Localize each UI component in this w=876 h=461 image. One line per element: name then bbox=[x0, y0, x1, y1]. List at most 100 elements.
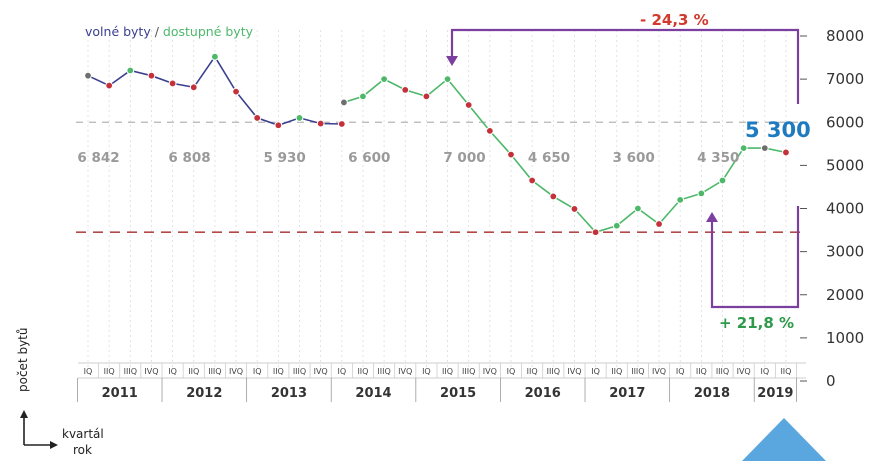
year-label: 2013 bbox=[271, 386, 307, 401]
data-point bbox=[359, 92, 367, 101]
quarter-label: IVQ bbox=[398, 367, 412, 376]
quarter-label: IVQ bbox=[229, 367, 243, 376]
data-point bbox=[464, 101, 473, 109]
data-point bbox=[739, 144, 748, 153]
quarter-label: IIIQ bbox=[547, 367, 560, 376]
quarter-label: IVQ bbox=[652, 367, 666, 376]
quarter-label: IIIQ bbox=[462, 367, 475, 376]
decorative-triangle bbox=[742, 418, 826, 461]
quarter-label: IVQ bbox=[314, 367, 328, 376]
value-label: 3 600 bbox=[613, 150, 655, 166]
quarter-label: IIQ bbox=[357, 367, 368, 376]
quarter-label: IIQ bbox=[188, 367, 199, 376]
x-axis-label-rok: rok bbox=[73, 443, 92, 457]
quarter-label: IIIQ bbox=[377, 367, 390, 376]
legend-separator: / bbox=[151, 24, 163, 39]
markers-layer bbox=[84, 52, 790, 237]
quarter-label: IIQ bbox=[273, 367, 284, 376]
x-axis-label-kvartal: kvartál bbox=[62, 427, 104, 441]
data-point bbox=[549, 192, 558, 201]
value-label: 6 600 bbox=[348, 150, 390, 166]
data-point bbox=[718, 176, 727, 185]
quarter-label: IIIQ bbox=[208, 367, 221, 376]
drop-arrow bbox=[450, 28, 800, 104]
data-point bbox=[84, 71, 92, 80]
y-tick-label: 1000 bbox=[826, 329, 864, 347]
data-point bbox=[528, 176, 537, 185]
y-tick-label: 4000 bbox=[826, 200, 864, 218]
quarter-label: IIIQ bbox=[631, 367, 644, 376]
y-tick-label: 7000 bbox=[826, 70, 864, 88]
data-point bbox=[380, 75, 389, 84]
data-point bbox=[126, 66, 135, 75]
value-label: 7 000 bbox=[443, 150, 485, 166]
data-point bbox=[295, 114, 304, 122]
data-point bbox=[253, 114, 262, 122]
value-label: 5 930 bbox=[264, 150, 306, 166]
quarter-label: IQ bbox=[168, 367, 177, 376]
legend-series-volne: volné byty bbox=[85, 24, 151, 39]
y-tick-label: 6000 bbox=[826, 113, 864, 131]
data-point bbox=[634, 204, 642, 213]
data-point bbox=[232, 87, 240, 96]
reference-lines bbox=[76, 121, 800, 234]
value-label: 4 350 bbox=[697, 150, 739, 166]
rise-percentage: + 21,8 % bbox=[719, 314, 794, 332]
year-label: 2019 bbox=[757, 386, 793, 401]
legend: volné byty / dostupné byty bbox=[85, 24, 254, 39]
quarter-label: IIQ bbox=[780, 367, 791, 376]
data-point bbox=[422, 92, 431, 101]
data-point bbox=[655, 220, 663, 228]
quarter-label: IIIQ bbox=[716, 367, 729, 376]
drop-percentage: - 24,3 % bbox=[640, 11, 709, 29]
x-axis: IQ IIQ IIIQ IVQ IQ IIQ IIIQ IVQ IQ IIQ IIIQ IVQ IQ II… bbox=[77, 362, 806, 402]
quarter-label: IIQ bbox=[104, 367, 115, 376]
drop-arrowhead bbox=[446, 56, 458, 66]
legend-series-dostupne: dostupné byty bbox=[163, 24, 254, 39]
year-label: 2017 bbox=[609, 386, 645, 401]
quarter-label: IIQ bbox=[527, 367, 538, 376]
quarter-label: IIIQ bbox=[293, 367, 306, 376]
data-point bbox=[697, 189, 706, 198]
value-labels: 6 842 6 808 5 930 6 600 7 000 4 650 3 600 4 350 bbox=[77, 150, 739, 166]
y-tick-label: 3000 bbox=[826, 243, 864, 261]
data-point bbox=[401, 86, 410, 94]
value-label: 4 650 bbox=[528, 150, 570, 166]
data-point bbox=[760, 144, 769, 153]
y-tick-label: 5000 bbox=[826, 156, 864, 174]
data-point bbox=[782, 148, 790, 157]
data-point bbox=[507, 150, 515, 159]
quarter-label: IQ bbox=[337, 367, 346, 376]
y-tick-label: 2000 bbox=[826, 286, 864, 304]
quarter-label: IQ bbox=[760, 367, 769, 376]
data-point bbox=[612, 221, 621, 230]
quarter-label: IQ bbox=[676, 367, 685, 376]
quarter-label: IQ bbox=[422, 367, 431, 376]
data-point bbox=[211, 52, 219, 61]
y-axis-title: počet bytů bbox=[16, 328, 30, 393]
quarter-label: IQ bbox=[84, 367, 93, 376]
data-point bbox=[316, 119, 325, 128]
series-line bbox=[343, 77, 787, 234]
data-point bbox=[570, 205, 579, 213]
year-label: 2016 bbox=[525, 386, 561, 401]
callouts: - 24,3 % + 21,8 % 5 300 bbox=[446, 11, 811, 332]
series-layer bbox=[87, 55, 787, 234]
data-point bbox=[147, 71, 156, 80]
quarter-label: IVQ bbox=[567, 367, 581, 376]
y-indicator-arrowhead bbox=[20, 410, 28, 418]
data-point bbox=[168, 79, 177, 88]
data-point bbox=[189, 83, 198, 92]
quarter-label: IVQ bbox=[737, 367, 751, 376]
value-label: 6 808 bbox=[168, 150, 210, 166]
quarter-label: IQ bbox=[591, 367, 600, 376]
y-axis: 0 1000 2000 3000 4000 5000 6000 7000 8000 bbox=[800, 27, 864, 390]
rise-arrow bbox=[710, 206, 800, 309]
rise-arrowhead bbox=[706, 212, 718, 222]
data-point bbox=[337, 120, 346, 128]
y-tick-label: 0 bbox=[826, 372, 836, 390]
data-point bbox=[274, 121, 283, 130]
value-label: 6 842 bbox=[77, 150, 119, 166]
year-label: 2012 bbox=[186, 386, 222, 401]
quarter-label: IIIQ bbox=[124, 367, 137, 376]
